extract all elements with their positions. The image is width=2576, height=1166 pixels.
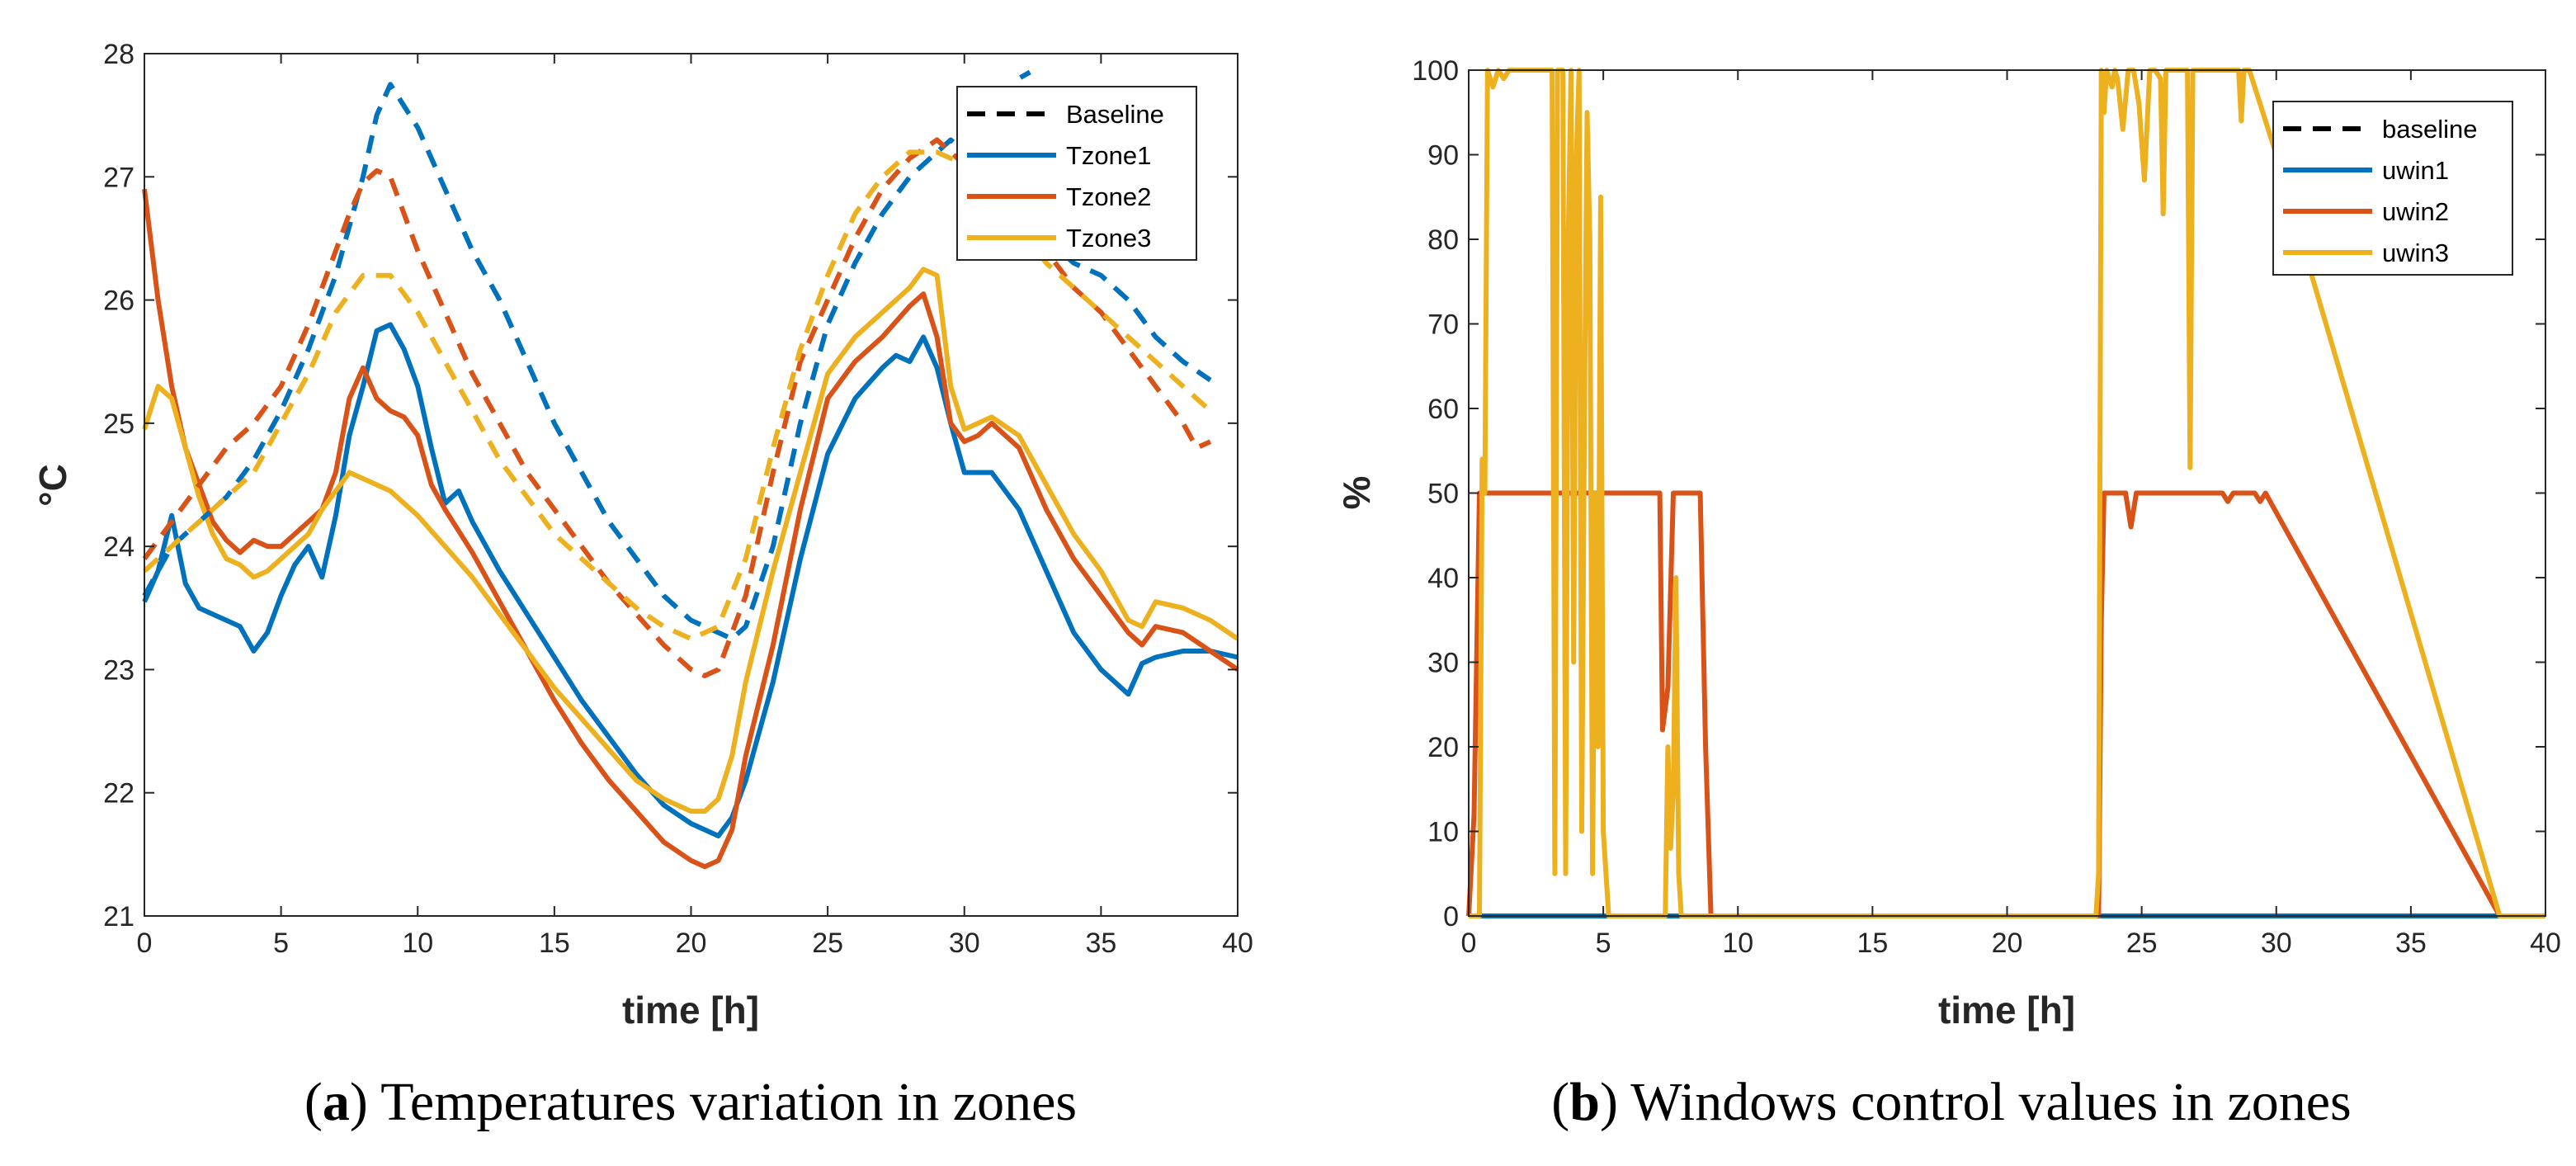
y-tick-label: 24	[103, 531, 134, 563]
x-tick-label: 35	[2395, 928, 2427, 959]
legend-label: Tzone3	[1066, 224, 1151, 253]
y-tick-label: 26	[103, 286, 134, 317]
x-tick-label: 15	[539, 928, 570, 959]
x-tick-label: 10	[1722, 928, 1753, 959]
x-tick-label: 35	[1085, 928, 1116, 959]
caption-text: Windows control values in zones	[1630, 1072, 2352, 1132]
y-tick-label: 10	[1427, 817, 1459, 848]
legend-label: Tzone1	[1066, 141, 1151, 170]
y-axis-label: %	[1335, 476, 1378, 510]
x-tick-label: 20	[1992, 928, 2023, 959]
caption: (b) Windows control values in zones	[1551, 1072, 2352, 1132]
y-tick-label: 25	[103, 408, 134, 440]
y-tick-label: 28	[103, 39, 134, 70]
x-tick-label: 25	[812, 928, 843, 959]
legend-label: uwin2	[2382, 197, 2449, 226]
legend-label: uwin1	[2382, 156, 2449, 185]
legend-label: uwin3	[2382, 238, 2449, 267]
series-line-tzone2	[142, 188, 1239, 870]
y-tick-label: 22	[103, 778, 134, 810]
x-tick-label: 20	[676, 928, 707, 959]
x-axis-label: time [h]	[622, 989, 759, 1031]
series-line-tzone1	[142, 322, 1238, 838]
y-tick-label: 27	[103, 162, 134, 193]
x-tick-label: 30	[2261, 928, 2292, 959]
x-tick-label: 40	[1222, 928, 1253, 959]
legend-label: Baseline	[1066, 100, 1164, 129]
y-tick-label: 60	[1427, 394, 1459, 425]
legend: Baseline Tzone1 Tzone2 Tzone3	[956, 86, 1197, 261]
y-tick-label: 70	[1427, 309, 1459, 341]
x-tick-label: 5	[273, 928, 289, 959]
legend-label: Tzone2	[1066, 182, 1151, 211]
y-tick-label: 21	[103, 901, 134, 932]
y-axis-ticks: 21 22 23 24 25 26 27 28	[103, 39, 1238, 932]
y-tick-label: 80	[1427, 224, 1459, 256]
y-axis-ticks: 0 10 20 30 40 50 60 70 80 90 100	[1412, 55, 2545, 932]
y-tick-label: 23	[103, 654, 134, 686]
y-tick-label: 100	[1412, 55, 1459, 87]
y-tick-label: 40	[1427, 563, 1459, 594]
caption-letter: b	[1569, 1072, 1600, 1132]
series-line-tzone3	[142, 267, 1239, 814]
x-tick-label: 25	[2126, 928, 2158, 959]
x-axis-ticks: 0 5 10 15 20 25 30 35 40	[1461, 70, 2561, 959]
x-tick-label: 5	[1596, 928, 1611, 959]
y-tick-label: 50	[1427, 479, 1459, 510]
caption: (a) Temperatures variation in zones	[304, 1072, 1077, 1132]
y-tick-label: 90	[1427, 140, 1459, 172]
x-axis-label: time [h]	[1938, 989, 2075, 1031]
x-axis-ticks: 0 5 10 15 20 25 30 35 40	[137, 54, 1253, 959]
x-tick-label: 15	[1857, 928, 1888, 959]
y-axis-label: °C	[31, 464, 74, 507]
chart-panel-windows: 0 5 10 15 20 25 30 35 40 0102030405060708090100 …	[1335, 55, 2561, 1132]
y-tick-label: 20	[1427, 732, 1459, 763]
chart-panel-temperature: 0 5 10 15 20 25 30 35 40 21 22 23 24 25 26 27 28 time […	[31, 39, 1253, 1132]
x-tick-label: 40	[2530, 928, 2561, 959]
series-line-uwin2	[1466, 490, 2545, 918]
x-tick-label: 0	[1461, 928, 1477, 959]
caption-text: Temperatures variation in zones	[380, 1072, 1077, 1132]
legend: baseline uwin1 uwin2 uwin3	[2272, 101, 2513, 276]
y-tick-label: 30	[1427, 648, 1459, 679]
x-tick-label: 10	[402, 928, 433, 959]
y-tick-label: 0	[1443, 901, 1459, 932]
caption-letter: a	[323, 1072, 350, 1132]
x-tick-label: 0	[137, 928, 153, 959]
legend-label: baseline	[2382, 115, 2477, 144]
x-tick-label: 30	[949, 928, 980, 959]
